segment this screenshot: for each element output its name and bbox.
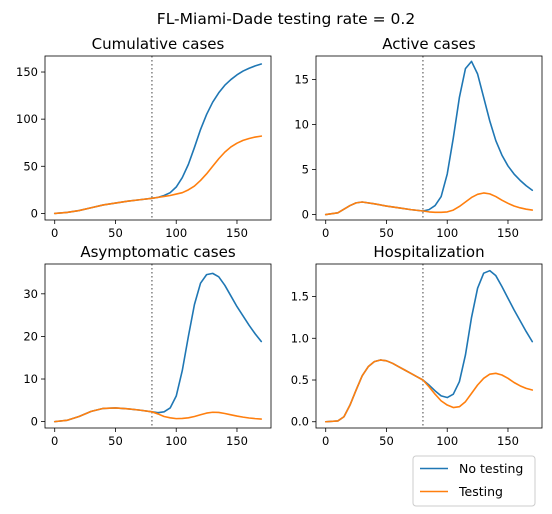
subplot-active-cases: Active cases 0 50 100 150 0 5 10 15 xyxy=(294,35,543,240)
y-tick-label: 1.5 xyxy=(291,290,309,304)
x-tick-label: 150 xyxy=(497,226,519,240)
y-tick-label: 1.0 xyxy=(291,331,309,345)
y-tick-label: 0 xyxy=(31,206,38,220)
x-tick-label: 0 xyxy=(51,434,58,448)
x-tick-label: 100 xyxy=(436,434,458,448)
x-tick-label: 100 xyxy=(436,226,458,240)
y-tick-label: 100 xyxy=(16,112,38,126)
y-tick-label: 10 xyxy=(23,372,38,386)
series-line-no-testing xyxy=(324,269,534,423)
subplot-title: Cumulative cases xyxy=(92,35,225,53)
axes-frame xyxy=(315,55,543,221)
subplot-title: Asymptomatic cases xyxy=(80,243,235,261)
legend-label-no-testing: No testing xyxy=(459,461,523,476)
series-line-no-testing xyxy=(53,63,263,215)
figure-suptitle: FL-Miami-Dade testing rate = 0.2 xyxy=(157,10,415,28)
y-tick-label: 5 xyxy=(302,163,309,177)
y-tick-label: 15 xyxy=(294,72,309,86)
x-tick-label: 50 xyxy=(108,226,123,240)
x-tick-label: 100 xyxy=(165,226,187,240)
x-tick-label: 50 xyxy=(108,434,123,448)
series-line-testing xyxy=(324,192,534,216)
y-tick-label: 50 xyxy=(23,159,38,173)
y-tick-label: 10 xyxy=(294,117,309,131)
x-tick-label: 150 xyxy=(497,434,519,448)
axes-frame xyxy=(315,263,543,429)
y-tick-label: 0.5 xyxy=(291,373,309,387)
x-tick-label: 150 xyxy=(226,226,248,240)
y-tick-label: 150 xyxy=(16,65,38,79)
x-tick-label: 150 xyxy=(226,434,248,448)
subplot-cumulative-cases: Cumulative cases 0 50 100 150 0 50 100 150 xyxy=(16,35,272,240)
y-tick-label: 0 xyxy=(31,415,38,429)
legend-label-testing: Testing xyxy=(458,484,503,499)
series-line-testing xyxy=(324,359,534,423)
subplot-asymptomatic-cases: Asymptomatic cases 0 50 100 150 0 10 20 30 xyxy=(23,243,272,448)
legend: No testing Testing xyxy=(412,455,536,507)
y-tick-label: 0 xyxy=(302,208,309,222)
x-tick-label: 0 xyxy=(322,226,329,240)
y-tick-label: 20 xyxy=(23,329,38,343)
y-tick-label: 30 xyxy=(23,287,38,301)
subplot-title: Hospitalization xyxy=(373,243,484,261)
x-tick-label: 100 xyxy=(165,434,187,448)
series-line-no-testing xyxy=(53,272,263,423)
x-tick-label: 0 xyxy=(51,226,58,240)
axes-frame xyxy=(44,263,272,429)
x-tick-label: 0 xyxy=(322,434,329,448)
x-tick-label: 50 xyxy=(379,226,394,240)
series-line-no-testing xyxy=(324,60,534,216)
series-line-testing xyxy=(53,407,263,423)
axes-frame xyxy=(44,55,272,221)
y-tick-label: 0.0 xyxy=(291,415,309,429)
subplot-title: Active cases xyxy=(382,35,476,53)
series-line-testing xyxy=(53,135,263,215)
subplot-hospitalization: Hospitalization 0 50 100 150 0.0 0.5 1.0 1.5 xyxy=(291,243,543,448)
x-tick-label: 50 xyxy=(379,434,394,448)
